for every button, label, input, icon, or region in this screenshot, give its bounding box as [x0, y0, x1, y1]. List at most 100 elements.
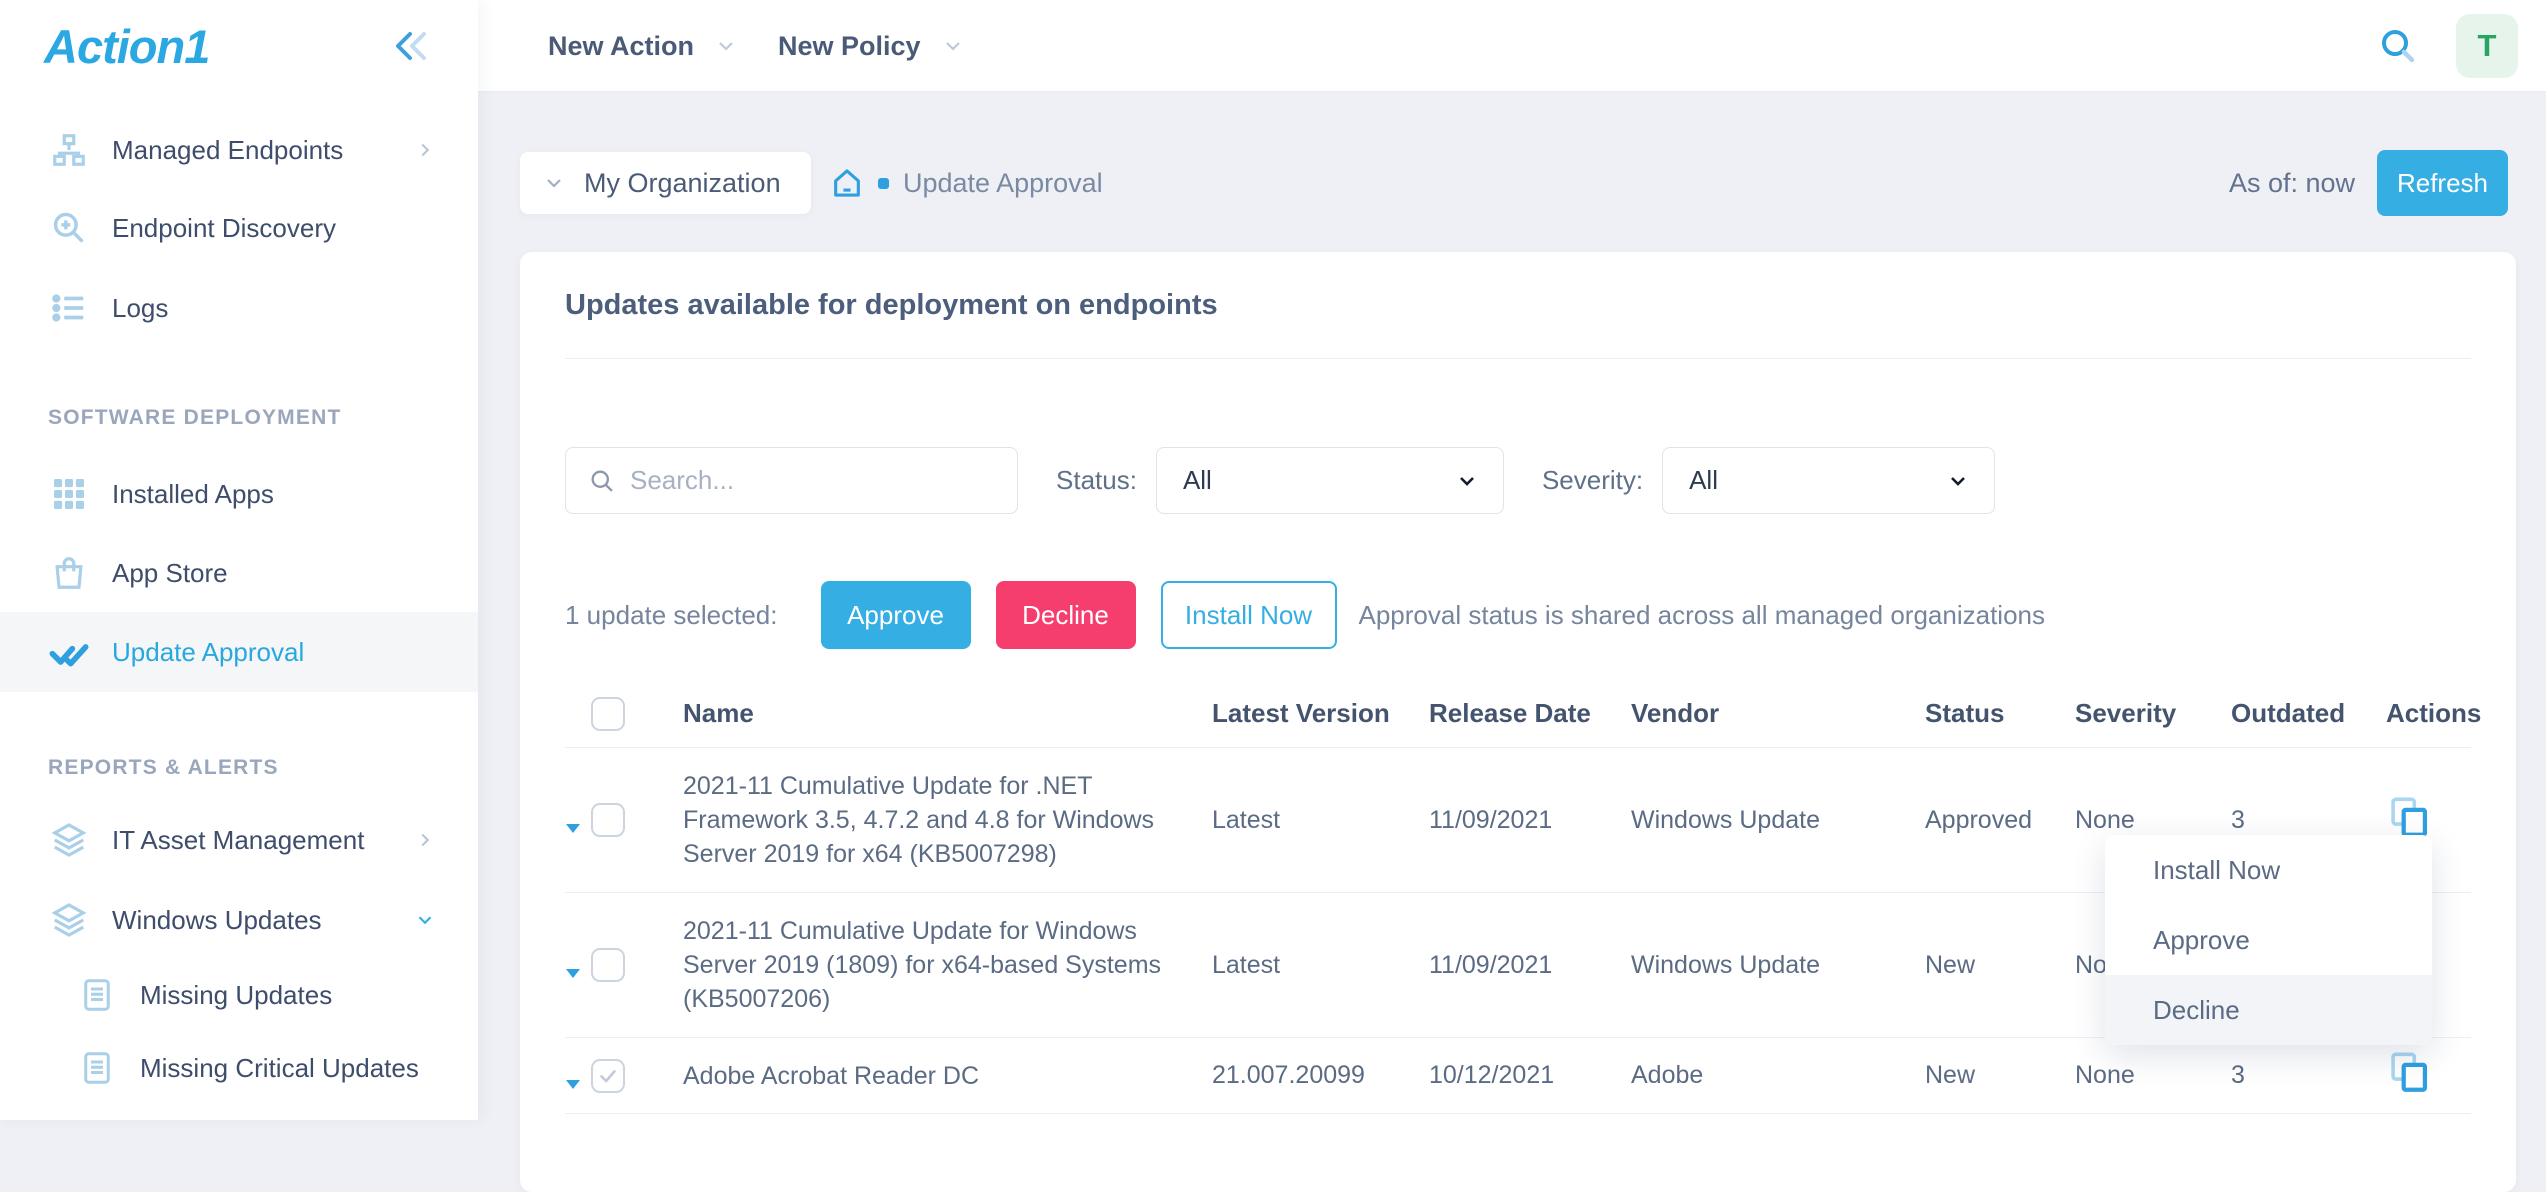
cell-release-date: 11/09/2021: [1429, 805, 1553, 834]
sidebar: Action1 Managed Endpoints Endpoint Disco…: [0, 0, 478, 1120]
chevron-right-icon: [414, 139, 436, 161]
cell-vendor: Windows Update: [1631, 805, 1820, 834]
topbar: New Action New Policy T: [478, 0, 2546, 92]
cell-outdated: 3: [2231, 805, 2245, 834]
sidebar-item-endpoint-discovery[interactable]: Endpoint Discovery: [0, 188, 478, 268]
sidebar-item-label: Update Approval: [112, 636, 305, 667]
status-select-value: All: [1182, 465, 1212, 495]
cell-status: New: [1925, 950, 1976, 979]
sitemap-icon: [48, 129, 90, 171]
severity-filter-label: Severity:: [1541, 465, 1644, 495]
document-icon: [76, 1047, 118, 1089]
column-header-actions: Actions: [2386, 698, 2482, 728]
cell-status: New: [1925, 1061, 1976, 1089]
cell-name: Adobe Acrobat Reader DC: [683, 1061, 980, 1090]
search-input[interactable]: [630, 465, 970, 496]
sidebar-item-it-asset-management[interactable]: IT Asset Management: [0, 800, 478, 880]
sidebar-item-update-approval[interactable]: Update Approval: [0, 612, 478, 692]
table-search: [565, 447, 1018, 514]
list-icon: [48, 287, 90, 329]
install-now-button[interactable]: Install Now: [1160, 581, 1337, 649]
home-icon: [830, 166, 864, 200]
updates-table: Name Latest Version Release Date Vendor …: [565, 680, 2482, 1114]
grid-icon: [48, 473, 90, 515]
cell-severity: None: [2075, 805, 2135, 834]
sidebar-item-missing-critical-updates[interactable]: Missing Critical Updates: [0, 1028, 478, 1108]
sidebar-item-installed-apps[interactable]: Installed Apps: [0, 454, 478, 534]
cell-status: Approved: [1925, 805, 2033, 834]
column-header-vendor: Vendor: [1631, 698, 1720, 728]
status-filter-label: Status:: [1056, 465, 1137, 495]
search-icon[interactable]: [2378, 26, 2418, 66]
context-menu-install-now[interactable]: Install Now: [2153, 854, 2281, 885]
expand-caret-icon[interactable]: [565, 813, 581, 833]
chevron-down-icon: [542, 171, 566, 195]
context-menu-approve[interactable]: Approve: [2153, 924, 2250, 955]
sidebar-item-logs[interactable]: Logs: [0, 268, 478, 348]
sidebar-item-label: Missing Updates: [140, 979, 333, 1010]
severity-select-value: All: [1689, 465, 1718, 495]
double-check-icon: [48, 631, 90, 673]
status-select[interactable]: All: [1155, 447, 1504, 514]
sidebar-item-missing-updates[interactable]: Missing Updates: [0, 955, 478, 1035]
cell-vendor: Adobe: [1631, 1061, 1704, 1089]
sidebar-item-label: Windows Updates: [112, 904, 322, 935]
new-action-menu[interactable]: New Action: [548, 0, 738, 92]
search-icon: [591, 470, 613, 492]
refresh-button[interactable]: Refresh: [2377, 150, 2508, 216]
logo-row: Action1: [0, 0, 478, 92]
org-selector[interactable]: My Organization: [520, 152, 811, 214]
layers-icon: [48, 899, 90, 941]
context-menu-decline[interactable]: Decline: [2105, 975, 2432, 1045]
sidebar-item-app-store[interactable]: App Store: [0, 533, 478, 613]
chevron-down-icon: [714, 34, 738, 58]
sidebar-item-label: Managed Endpoints: [112, 134, 344, 165]
document-icon: [76, 974, 118, 1016]
breadcrumb-page-title: Update Approval: [903, 167, 1103, 198]
cell-vendor: Windows Update: [1631, 950, 1820, 979]
expand-caret-icon[interactable]: [565, 1069, 581, 1089]
row-checkbox[interactable]: [591, 948, 625, 982]
chevron-down-icon: [414, 909, 436, 931]
column-header-latest-version: Latest Version: [1212, 698, 1390, 728]
selection-actions-row: 1 update selected: Approve Decline Insta…: [565, 581, 2471, 649]
sidebar-item-label: Logs: [112, 292, 169, 323]
sidebar-item-label: App Store: [112, 557, 228, 588]
severity-select[interactable]: All: [1662, 447, 1996, 514]
new-action-label: New Action: [548, 30, 695, 61]
new-policy-menu[interactable]: New Policy: [778, 0, 965, 92]
expand-caret-icon[interactable]: [565, 958, 581, 978]
chevron-down-icon: [941, 34, 965, 58]
sidebar-item-windows-updates[interactable]: Windows Updates: [0, 880, 478, 960]
breadcrumb-bullet: [878, 177, 889, 189]
org-selector-label: My Organization: [584, 167, 781, 198]
select-all-checkbox[interactable]: [591, 696, 625, 731]
cell-latest-version: Latest: [1212, 950, 1281, 979]
cell-name: 2021-11 Cumulative Update for .NET Frame…: [683, 772, 1155, 868]
table-header-row: Name Latest Version Release Date Vendor …: [565, 680, 2482, 748]
layers-icon: [48, 819, 90, 861]
sidebar-item-label: Missing Critical Updates: [140, 1052, 419, 1083]
column-header-release-date: Release Date: [1429, 698, 1591, 728]
chevron-down-icon: [1455, 469, 1479, 493]
row-checkbox[interactable]: [591, 803, 625, 837]
selection-count: 1 update selected:: [565, 599, 778, 630]
sidebar-item-label: Endpoint Discovery: [112, 212, 336, 243]
sidebar-collapse-icon[interactable]: [392, 28, 432, 64]
user-avatar[interactable]: T: [2456, 14, 2518, 78]
row-actions-context-menu: Install Now Approve Decline: [2105, 835, 2432, 1045]
decline-button[interactable]: Decline: [995, 581, 1136, 649]
row-checkbox-checked[interactable]: [591, 1058, 625, 1093]
approve-button[interactable]: Approve: [820, 581, 971, 649]
as-of-label: As of: now: [2228, 167, 2355, 198]
panel-title: Updates available for deployment on endp…: [565, 288, 1218, 321]
row-actions-copy-icon[interactable]: [2386, 797, 2432, 846]
row-actions-copy-icon[interactable]: [2386, 1052, 2432, 1101]
chevron-down-icon: [1946, 469, 1970, 493]
sidebar-item-managed-endpoints[interactable]: Managed Endpoints: [0, 110, 478, 190]
column-header-outdated: Outdated: [2231, 698, 2346, 728]
shopping-bag-icon: [48, 552, 90, 594]
table-row: 2021-11 Cumulative Update for Windows Se…: [565, 893, 2471, 1038]
cell-severity: None: [2075, 1061, 2135, 1089]
cell-outdated: 3: [2231, 1061, 2245, 1089]
